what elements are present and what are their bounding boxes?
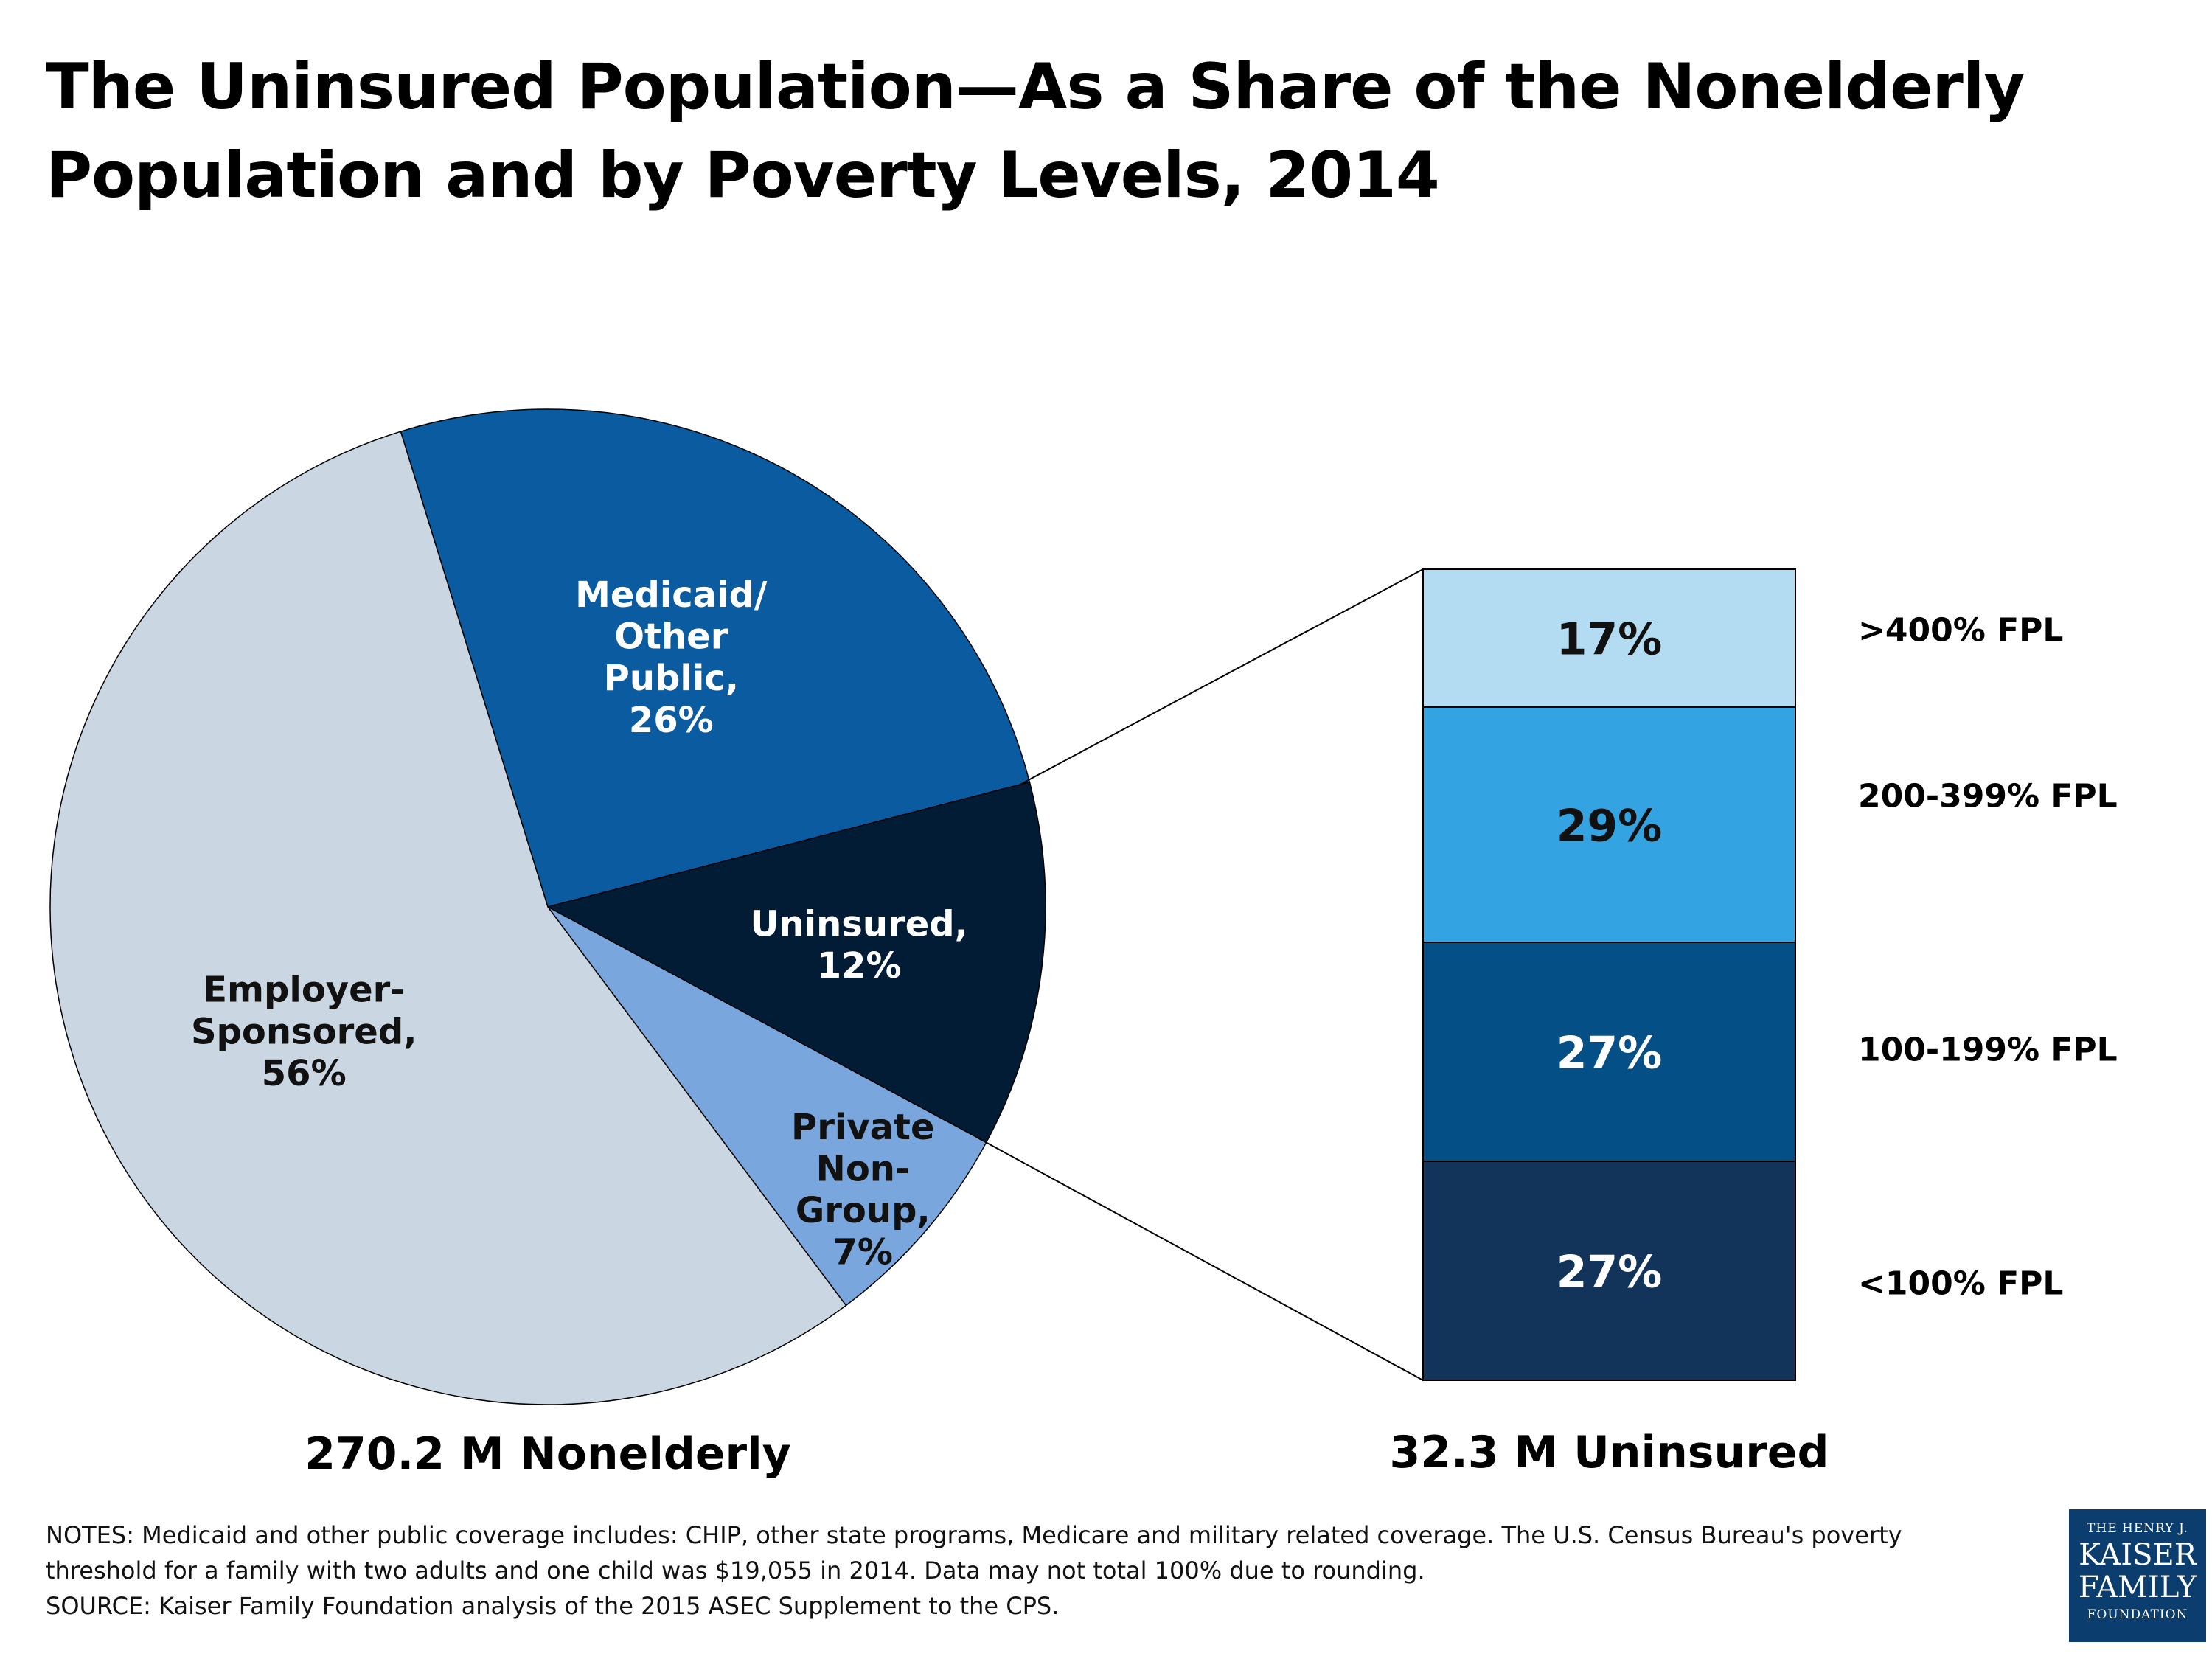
pie-label-1-line-4: 26% [629, 700, 714, 741]
pie-label-2-line-1: Uninsured, [751, 903, 968, 945]
pie-label-3-line-1: Private [791, 1107, 934, 1148]
connector-line-top [1019, 568, 1424, 785]
pie-slice-1 [400, 408, 1031, 908]
notes-line-2: threshold for a family with two adults a… [46, 1557, 1425, 1585]
pie-label-3-line-2: Non- [816, 1148, 910, 1189]
pie-slice-2 [546, 781, 1046, 1144]
logo-line-4: FOUNDATION [2087, 1607, 2188, 1622]
pie-caption: 270.2 M Nonelderly [305, 1428, 791, 1480]
pie-label-1-line-2: Other [614, 616, 728, 658]
title-line-1: The Uninsured Population—As a Share of t… [46, 50, 2025, 124]
pie-label-4-line-3: 56% [262, 1053, 347, 1094]
logo-line-1: THE HENRY J. [2087, 1521, 2188, 1536]
pie-label-4: Employer-Sponsored, 56% [191, 970, 417, 1094]
pie-slice-3 [547, 906, 987, 1307]
pie-label-3: Private Non-Group, 7% [791, 1107, 934, 1273]
source-line: SOURCE: Kaiser Family Foundation analysi… [46, 1592, 1060, 1620]
bar-value-label-1: 17% [1557, 614, 1663, 666]
kff-logo: THE HENRY J. KAISER FAMILY FOUNDATION [2069, 1509, 2206, 1642]
bar-value-label-4: 27% [1557, 1247, 1663, 1298]
logo-line-3: FAMILY [2078, 1571, 2197, 1604]
notes-line-1: NOTES: Medicaid and other public coverag… [46, 1521, 1902, 1549]
bar-segment-4 [1422, 1161, 1796, 1381]
title-line-2: Population and by Poverty Levels, 2014 [46, 139, 1440, 212]
bar-caption: 32.3 M Uninsured [1390, 1427, 1829, 1478]
logo-line-2: KAISER [2079, 1538, 2197, 1572]
connector-line-bottom [977, 1137, 1424, 1381]
bar-category-label-1: >400% FPL [1858, 612, 2063, 650]
bar-value-label-3: 27% [1557, 1028, 1663, 1079]
bar-category-label-4: <100% FPL [1858, 1265, 2063, 1303]
pie-label-2-line-2: 12% [817, 945, 902, 987]
pie-label-3-line-4: 7% [833, 1232, 894, 1273]
pie-label-1: Medicaid/Other Public, 26% [575, 574, 768, 741]
bar-segment-2 [1422, 706, 1796, 943]
pie-label-3-line-3: Group, [796, 1190, 931, 1231]
notes-block: NOTES: Medicaid and other public coverag… [46, 1517, 2037, 1624]
bar-segment-3 [1422, 942, 1796, 1162]
chart-canvas: Medicaid/Other Public, 26% Uninsured, 12% Pri… [49, 408, 2118, 1480]
bar-segment-1 [1422, 568, 1796, 708]
pie-label-4-line-1: Employer- [203, 970, 405, 1011]
pie-label-1-line-1: Medicaid/ [575, 574, 768, 616]
pie-slice-4 [49, 431, 847, 1405]
pie-label-1-line-3: Public, [604, 658, 739, 699]
bar-category-label-2: 200-399% FPL [1858, 778, 2118, 815]
pie-label-4-line-2: Sponsored, [191, 1011, 417, 1052]
bar-value-label-2: 29% [1557, 801, 1663, 852]
pie-label-2: Uninsured, 12% [751, 903, 968, 987]
chart-title: The Uninsured Population—As a Share of t… [46, 43, 2154, 220]
bar-category-label-3: 100-199% FPL [1858, 1032, 2118, 1069]
